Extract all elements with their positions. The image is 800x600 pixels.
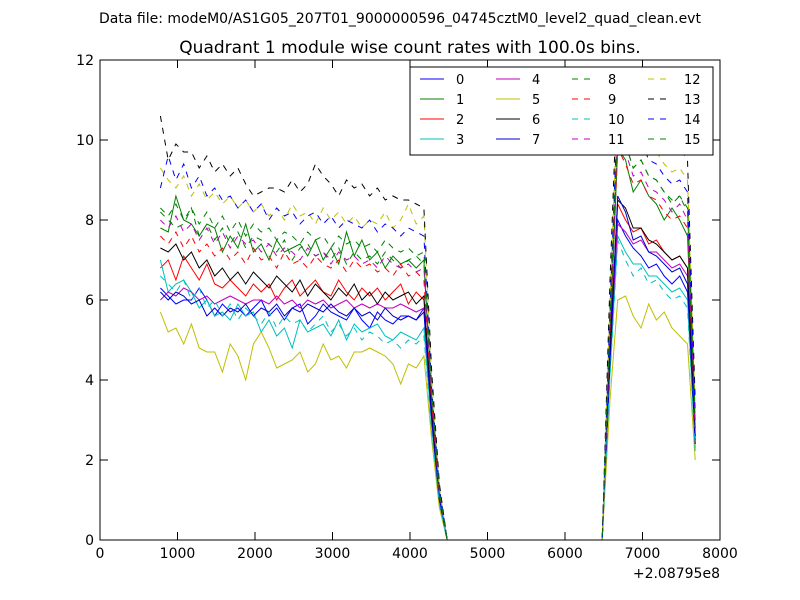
legend-box — [409, 66, 714, 156]
y-tick-label: 2 — [85, 453, 94, 469]
x-tick-label: 6000 — [547, 546, 583, 562]
legend-label: 11 — [608, 133, 625, 148]
x-tick-label: 2000 — [237, 546, 273, 562]
legend-label: 13 — [684, 93, 701, 108]
legend-entry-7: 7 — [496, 133, 540, 148]
legend-entry-15: 15 — [648, 133, 701, 148]
legend-entry-0: 0 — [420, 73, 464, 88]
x-tick-label: 3000 — [315, 546, 351, 562]
legend-label: 6 — [532, 113, 540, 128]
x-offset-label: +2.08795e8 — [633, 566, 720, 582]
chart-title: Quadrant 1 module wise count rates with … — [179, 38, 640, 58]
series-line-5 — [159, 295, 696, 540]
legend-entry-6: 6 — [496, 113, 540, 128]
legend-label: 5 — [532, 93, 540, 108]
legend-entry-12: 12 — [648, 73, 701, 88]
legend-entry-5: 5 — [496, 93, 540, 108]
legend-label: 8 — [608, 73, 616, 88]
legend-entry-2: 2 — [420, 113, 464, 128]
legend-label: 10 — [608, 113, 625, 128]
x-tick-label: 5000 — [470, 546, 506, 562]
y-tick-label: 8 — [85, 213, 94, 229]
legend-entry-4: 4 — [496, 73, 540, 88]
x-tick-label: 0 — [96, 546, 105, 562]
legend-label: 7 — [532, 133, 540, 148]
legend-label: 15 — [684, 133, 701, 148]
plot-area: 0 1000 2000 3000 4000 5000 6000 7000 80000246810… — [76, 53, 738, 562]
legend-label: 12 — [684, 73, 701, 88]
x-tick-label: 8000 — [702, 546, 738, 562]
legend-label: 2 — [456, 113, 464, 128]
legend-entry-9: 9 — [572, 93, 616, 108]
x-tick-label: 7000 — [625, 546, 661, 562]
legend-entry-13: 13 — [648, 93, 701, 108]
series-line-15 — [160, 123, 696, 540]
legend-label: 14 — [684, 113, 701, 128]
legend-label: 9 — [608, 93, 616, 108]
y-tick-label: 6 — [85, 293, 94, 309]
y-tick-label: 12 — [76, 53, 94, 69]
legend-entry-3: 3 — [420, 133, 464, 148]
legend-entry-8: 8 — [572, 73, 616, 88]
y-tick-label: 0 — [85, 533, 94, 549]
figure-suptitle: Data file: modeM0/AS1G05_207T01_90000005… — [99, 11, 701, 27]
x-tick-label: 4000 — [392, 546, 428, 562]
legend-label: 3 — [456, 133, 464, 148]
legend-entry-10: 10 — [572, 113, 625, 128]
legend-label: 4 — [532, 73, 540, 88]
series-line-10 — [160, 239, 696, 540]
legend-label: 1 — [456, 93, 464, 108]
legend-entry-14: 14 — [648, 113, 701, 128]
legend-entry-1: 1 — [420, 93, 464, 108]
legend-label: 0 — [456, 73, 464, 88]
x-tick-label: 1000 — [160, 546, 196, 562]
y-tick-label: 10 — [76, 133, 94, 149]
series-line-13 — [159, 71, 696, 540]
legend-entry-11: 11 — [572, 133, 625, 148]
y-tick-label: 4 — [85, 373, 94, 389]
series-lines — [159, 71, 696, 540]
